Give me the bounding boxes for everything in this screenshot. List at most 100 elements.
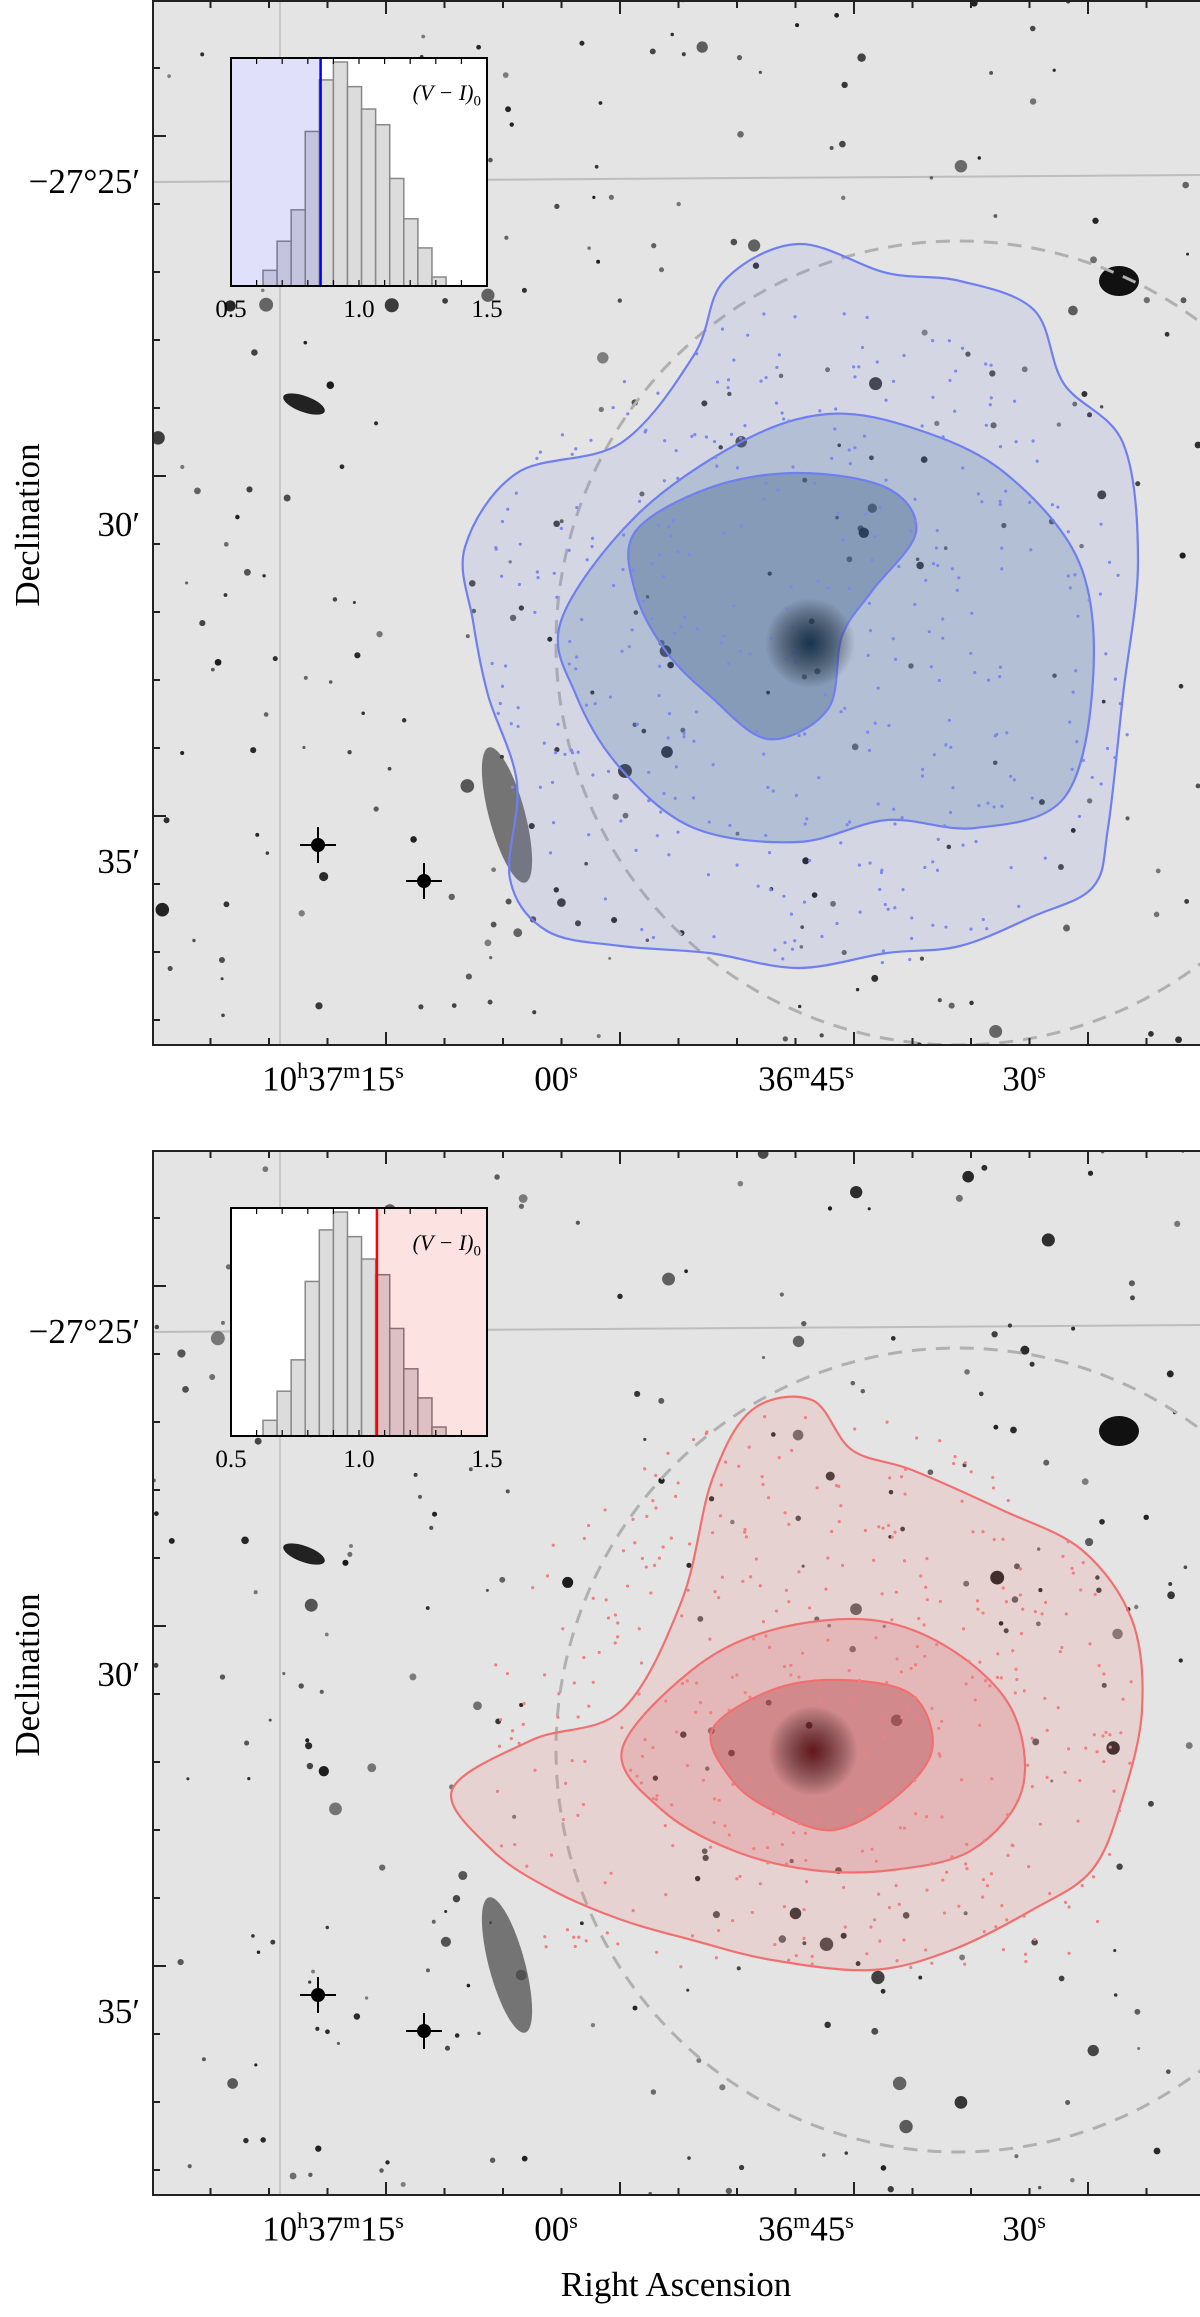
star [761, 1355, 766, 1360]
source-point [1119, 1731, 1123, 1735]
source-point [575, 655, 579, 659]
source-point [976, 1607, 980, 1611]
star [908, 663, 914, 669]
source-point [627, 645, 631, 649]
source-point [651, 1499, 655, 1503]
source-point [882, 1800, 886, 1804]
source-point [616, 1635, 620, 1639]
star [827, 1206, 833, 1211]
star [502, 72, 509, 78]
source-point [561, 1627, 565, 1631]
source-point [686, 1588, 690, 1592]
x-tick-part: s [395, 1058, 404, 1083]
source-point [902, 1559, 907, 1563]
source-point [661, 1545, 665, 1549]
star [1003, 1628, 1009, 1634]
source-point [560, 433, 565, 437]
star [730, 238, 738, 246]
star [413, 1472, 418, 1477]
source-point [516, 706, 520, 710]
source-point [572, 1681, 576, 1685]
source-point [1117, 1809, 1121, 1813]
y-tick-label: 30′ [97, 505, 140, 544]
source-point [1098, 592, 1102, 596]
source-point [767, 851, 772, 855]
source-point [930, 1706, 934, 1710]
source-point [941, 435, 945, 439]
star [765, 1699, 772, 1706]
source-point [1031, 439, 1035, 443]
x-tick-label: 10h37m15s [262, 2208, 404, 2250]
source-point [957, 576, 961, 580]
source-point [586, 1523, 591, 1528]
source-point [591, 1596, 595, 1600]
star [890, 1336, 896, 1341]
source-point [897, 564, 901, 569]
color-histogram-inset: (V − I)0 0.5 1.0 1.5 [215, 1207, 503, 1473]
star [1041, 1233, 1055, 1247]
star [476, 44, 482, 50]
source-point [1048, 1891, 1052, 1896]
source-point [535, 456, 539, 461]
source-point [783, 1511, 787, 1515]
source-point [621, 567, 625, 572]
star [880, 2165, 887, 2171]
star [426, 1968, 430, 1973]
source-point [868, 861, 872, 865]
star [168, 1537, 175, 1544]
source-point [978, 1723, 982, 1727]
source-point [826, 1556, 830, 1560]
source-point [842, 312, 846, 316]
source-point [857, 1678, 862, 1683]
histogram-tick-label: 0.5 [215, 1446, 247, 1473]
star [387, 766, 392, 771]
source-point [853, 375, 857, 379]
star [587, 246, 591, 250]
source-point [498, 701, 502, 706]
source-point [1056, 1706, 1060, 1710]
star [725, 2187, 732, 2195]
source-point [649, 1591, 653, 1595]
source-point [965, 1842, 969, 1846]
source-point [640, 927, 644, 932]
source-point [555, 595, 559, 599]
star [645, 595, 650, 599]
star [991, 1331, 998, 1338]
source-point [726, 661, 731, 666]
star [243, 2137, 249, 2144]
histogram-bar [374, 123, 391, 287]
source-point [863, 1751, 867, 1756]
source-point [1030, 796, 1034, 800]
star [645, 938, 650, 943]
source-point [871, 1558, 876, 1562]
source-point [973, 670, 977, 675]
star [871, 974, 879, 982]
source-point [744, 1535, 749, 1539]
star [916, 561, 924, 570]
source-point [549, 1853, 554, 1857]
star [827, 1623, 832, 1628]
star [487, 999, 493, 1005]
source-point [1045, 1775, 1049, 1779]
source-point [611, 583, 616, 588]
source-point [658, 664, 662, 668]
x-tick-part: 45 [810, 2209, 846, 2249]
source-point [967, 1659, 971, 1663]
source-point [989, 1872, 994, 1876]
source-point [731, 1919, 735, 1923]
source-point [1000, 1904, 1004, 1908]
source-point [693, 433, 697, 437]
source-point [662, 791, 666, 796]
source-point [730, 1675, 734, 1679]
star [465, 973, 472, 980]
histogram-tick-label: 1.5 [471, 296, 503, 323]
star [757, 1150, 769, 1159]
source-point [1102, 1759, 1106, 1764]
star [686, 1988, 690, 1992]
source-point [994, 1925, 998, 1929]
histogram-bar [304, 1280, 321, 1437]
star [998, 1621, 1004, 1626]
source-point [1108, 1745, 1112, 1749]
star [244, 1740, 250, 1746]
source-point [902, 353, 906, 358]
